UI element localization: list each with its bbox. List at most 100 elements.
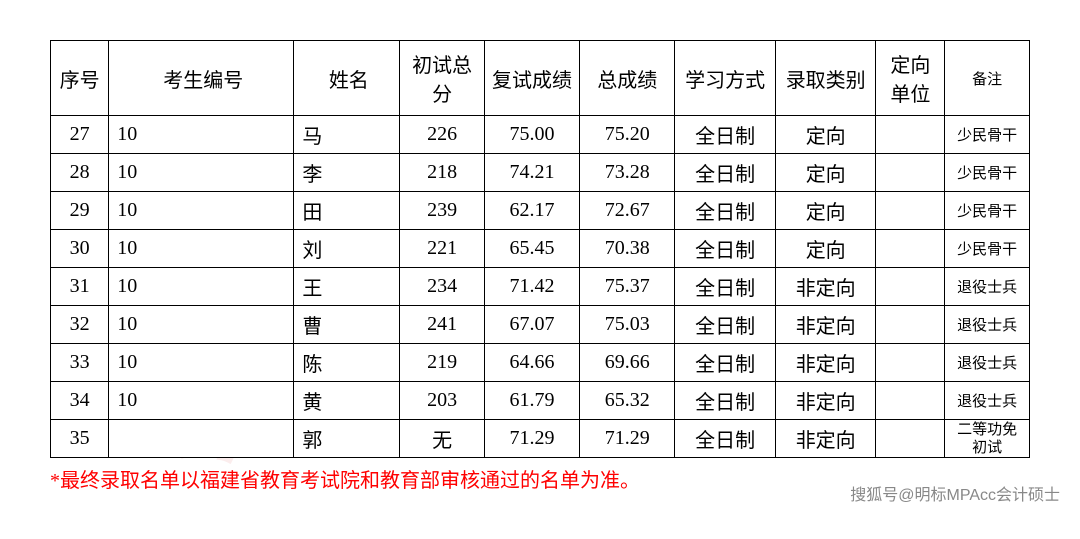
cell-unit — [876, 116, 945, 154]
cell-remark: 退役士兵 — [945, 382, 1030, 420]
cell-id: 10 — [109, 382, 294, 420]
header-admit: 录取类别 — [775, 41, 876, 116]
table-row: 3210曹24167.0775.03全日制非定向退役士兵 — [51, 306, 1030, 344]
cell-total: 69.66 — [580, 344, 675, 382]
cell-id: 10 — [109, 154, 294, 192]
cell-score1: 无 — [400, 420, 485, 458]
header-id: 考生编号 — [109, 41, 294, 116]
cell-name: 马 — [294, 116, 400, 154]
cell-score1: 218 — [400, 154, 485, 192]
cell-score1: 226 — [400, 116, 485, 154]
header-unit: 定向单位 — [876, 41, 945, 116]
cell-id: 10 — [109, 268, 294, 306]
cell-score1: 234 — [400, 268, 485, 306]
cell-total: 65.32 — [580, 382, 675, 420]
cell-remark: 少民骨干 — [945, 116, 1030, 154]
cell-unit — [876, 344, 945, 382]
cell-score1: 219 — [400, 344, 485, 382]
cell-admit: 定向 — [775, 192, 876, 230]
cell-seq: 31 — [51, 268, 109, 306]
cell-score2: 74.21 — [484, 154, 579, 192]
cell-score2: 75.00 — [484, 116, 579, 154]
cell-admit: 非定向 — [775, 420, 876, 458]
cell-total: 70.38 — [580, 230, 675, 268]
cell-remark: 退役士兵 — [945, 268, 1030, 306]
cell-name: 黄 — [294, 382, 400, 420]
header-name: 姓名 — [294, 41, 400, 116]
cell-seq: 34 — [51, 382, 109, 420]
cell-name: 郭 — [294, 420, 400, 458]
table-row: 35郭无71.2971.29全日制非定向二等功免初试 — [51, 420, 1030, 458]
cell-score2: 61.79 — [484, 382, 579, 420]
cell-seq: 32 — [51, 306, 109, 344]
cell-unit — [876, 230, 945, 268]
cell-unit — [876, 306, 945, 344]
cell-study: 全日制 — [675, 192, 776, 230]
cell-total: 75.20 — [580, 116, 675, 154]
table-header-row: 序号 考生编号 姓名 初试总分 复试成绩 总成绩 学习方式 录取类别 定向单位 … — [51, 41, 1030, 116]
cell-seq: 30 — [51, 230, 109, 268]
cell-admit: 定向 — [775, 230, 876, 268]
cell-score1: 221 — [400, 230, 485, 268]
cell-seq: 27 — [51, 116, 109, 154]
header-remark: 备注 — [945, 41, 1030, 116]
cell-seq: 29 — [51, 192, 109, 230]
cell-admit: 定向 — [775, 116, 876, 154]
cell-id: 10 — [109, 344, 294, 382]
cell-unit — [876, 192, 945, 230]
table-row: 3010刘22165.4570.38全日制定向 少民骨干 — [51, 230, 1030, 268]
cell-name: 刘 — [294, 230, 400, 268]
header-score2: 复试成绩 — [484, 41, 579, 116]
cell-remark: 少民骨干 — [945, 192, 1030, 230]
cell-id — [109, 420, 294, 458]
cell-score1: 241 — [400, 306, 485, 344]
cell-study: 全日制 — [675, 306, 776, 344]
cell-name: 李 — [294, 154, 400, 192]
cell-admit: 非定向 — [775, 382, 876, 420]
cell-study: 全日制 — [675, 230, 776, 268]
table-row: 2810李21874.2173.28全日制定向 少民骨干 — [51, 154, 1030, 192]
cell-total: 72.67 — [580, 192, 675, 230]
header-score1: 初试总分 — [400, 41, 485, 116]
cell-seq: 33 — [51, 344, 109, 382]
cell-id: 10 — [109, 116, 294, 154]
table-row: 2910田23962.1772.67全日制定向少民骨干 — [51, 192, 1030, 230]
header-seq: 序号 — [51, 41, 109, 116]
cell-admit: 定向 — [775, 154, 876, 192]
cell-remark: 二等功免初试 — [945, 420, 1030, 458]
cell-id: 10 — [109, 192, 294, 230]
cell-score2: 71.29 — [484, 420, 579, 458]
cell-study: 全日制 — [675, 344, 776, 382]
cell-study: 全日制 — [675, 420, 776, 458]
cell-name: 曹 — [294, 306, 400, 344]
cell-score1: 239 — [400, 192, 485, 230]
cell-remark: 少民骨干 — [945, 230, 1030, 268]
cell-total: 73.28 — [580, 154, 675, 192]
table-row: 3410黄20361.7965.32全日制非定向退役士兵 — [51, 382, 1030, 420]
table-row: 3110王23471.4275.37全日制非定向退役士兵 — [51, 268, 1030, 306]
cell-score2: 65.45 — [484, 230, 579, 268]
cell-score2: 62.17 — [484, 192, 579, 230]
cell-score2: 71.42 — [484, 268, 579, 306]
cell-score1: 203 — [400, 382, 485, 420]
cell-unit — [876, 154, 945, 192]
cell-study: 全日制 — [675, 116, 776, 154]
credit-text: 搜狐号@明标MPAcc会计硕士 — [850, 481, 1060, 505]
cell-id: 10 — [109, 306, 294, 344]
cell-id: 10 — [109, 230, 294, 268]
header-study: 学习方式 — [675, 41, 776, 116]
cell-study: 全日制 — [675, 154, 776, 192]
header-total: 总成绩 — [580, 41, 675, 116]
cell-remark: 少民骨干 — [945, 154, 1030, 192]
cell-total: 75.37 — [580, 268, 675, 306]
cell-admit: 非定向 — [775, 306, 876, 344]
cell-unit — [876, 420, 945, 458]
cell-seq: 35 — [51, 420, 109, 458]
admission-table: 序号 考生编号 姓名 初试总分 复试成绩 总成绩 学习方式 录取类别 定向单位 … — [50, 40, 1030, 458]
cell-total: 75.03 — [580, 306, 675, 344]
cell-name: 王 — [294, 268, 400, 306]
cell-admit: 非定向 — [775, 344, 876, 382]
cell-seq: 28 — [51, 154, 109, 192]
cell-unit — [876, 382, 945, 420]
cell-remark: 退役士兵 — [945, 306, 1030, 344]
